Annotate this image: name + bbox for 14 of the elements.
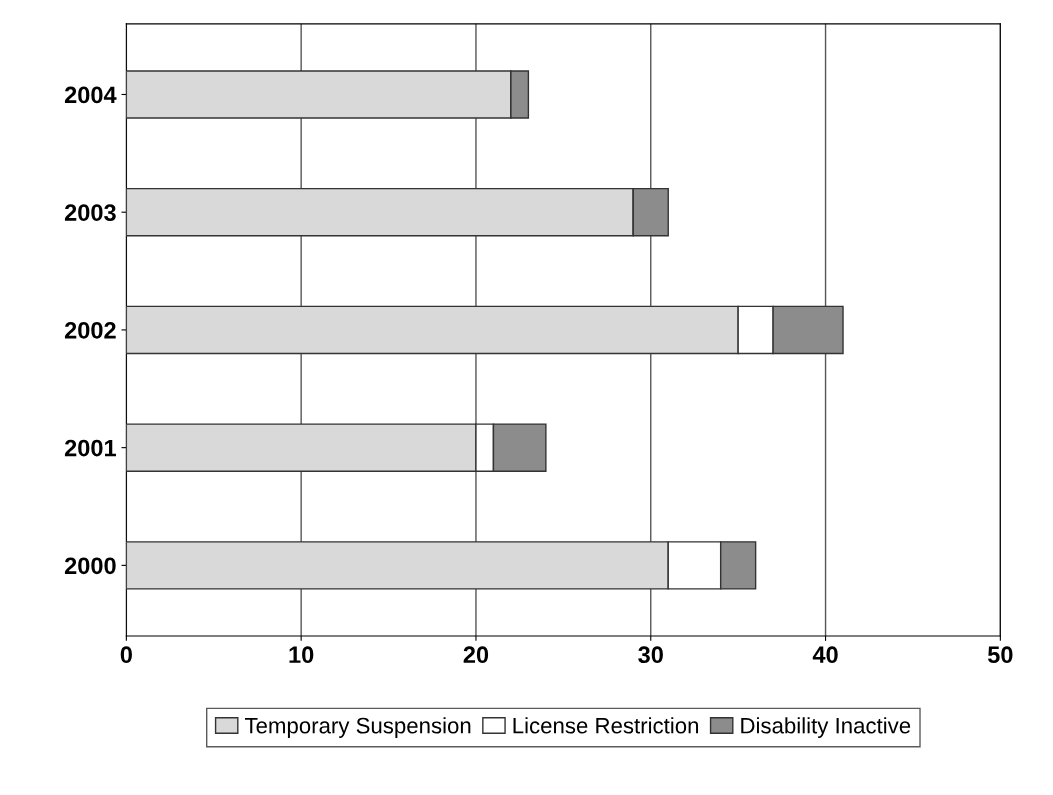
y-tick-label: 2000 <box>64 557 116 575</box>
x-tick-label: 40 <box>812 646 838 664</box>
x-tick-label: 20 <box>463 646 489 664</box>
legend-label: Disability Inactive <box>741 717 911 738</box>
x-tick-label: 30 <box>638 646 663 664</box>
x-tick-label: 50 <box>987 646 1013 664</box>
y-tick-label: 2004 <box>64 86 117 104</box>
legend-label: Temporary Suspension <box>244 717 471 738</box>
y-tick-label: 2001 <box>64 439 116 457</box>
y-tick-label: 2003 <box>64 204 116 222</box>
y-tick-label: 2002 <box>64 321 116 339</box>
legend-label: License Restriction <box>513 717 699 734</box>
x-tick-label: 0 <box>120 646 132 664</box>
x-tick-label: 10 <box>289 646 314 664</box>
